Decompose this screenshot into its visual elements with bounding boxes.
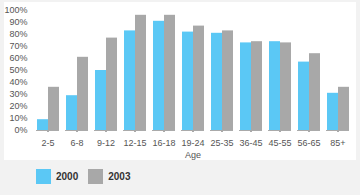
svg-text:16-18: 16-18: [152, 138, 175, 148]
svg-text:0%: 0%: [14, 125, 27, 135]
svg-text:20%: 20%: [9, 101, 27, 111]
svg-text:100%: 100%: [4, 5, 27, 15]
svg-text:85+: 85+: [330, 138, 345, 148]
svg-text:40%: 40%: [9, 77, 27, 87]
svg-text:Age: Age: [185, 150, 201, 160]
svg-text:25-35: 25-35: [210, 138, 233, 148]
html-text:2000: 2000: [56, 171, 79, 182]
svg-text:80%: 80%: [9, 29, 27, 39]
svg-text:70%: 70%: [9, 41, 27, 51]
svg-text:60%: 60%: [9, 53, 27, 63]
svg-text:50%: 50%: [9, 65, 27, 75]
svg-text:19-24: 19-24: [181, 138, 204, 148]
svg-text:36-45: 36-45: [239, 138, 262, 148]
svg-text:10%: 10%: [9, 113, 27, 123]
html-text:2003: 2003: [108, 171, 131, 182]
svg-text:2-5: 2-5: [41, 138, 54, 148]
svg-text:30%: 30%: [9, 89, 27, 99]
svg-text:45-55: 45-55: [268, 138, 291, 148]
svg-text:56-65: 56-65: [297, 138, 320, 148]
svg-text:6-8: 6-8: [70, 138, 83, 148]
svg-text:9-12: 9-12: [97, 138, 115, 148]
svg-text:90%: 90%: [9, 17, 27, 27]
svg-text:12-15: 12-15: [123, 138, 146, 148]
